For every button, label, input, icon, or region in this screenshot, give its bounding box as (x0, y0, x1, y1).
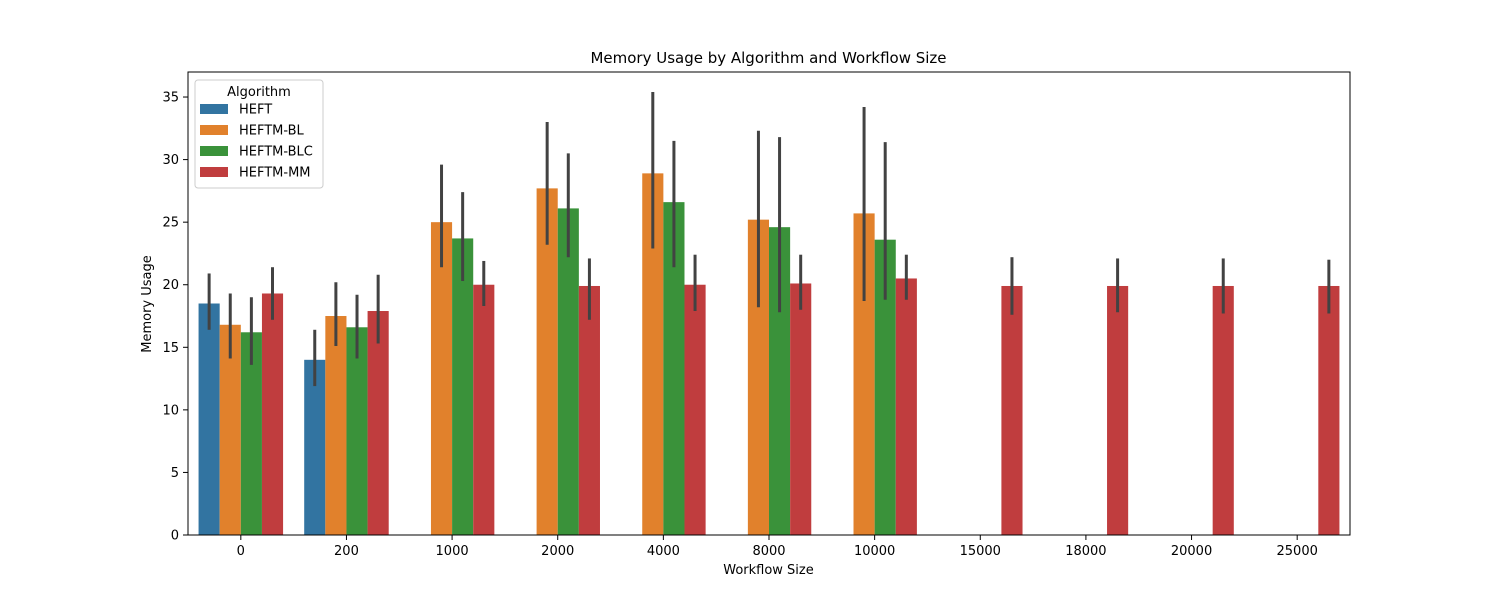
y-tick-label-15: 15 (162, 341, 179, 356)
y-tick-label-20: 20 (162, 278, 179, 293)
y-tick-label-30: 30 (162, 153, 179, 168)
bar-heftm-mm-200 (367, 311, 389, 535)
bar-heftm-mm-4000 (684, 284, 706, 535)
bar-heftm-mm-0 (261, 293, 284, 535)
legend-entries: HEFT HEFTM-BL HEFTM-BLC HEFTM-MM (200, 103, 313, 181)
y-tick-label-25: 25 (162, 216, 179, 231)
x-tick-label-25000: 25000 (1277, 544, 1318, 559)
legend-swatch-heftm-blc (200, 146, 228, 156)
legend-label-heftm-blc: HEFTM-BLC (239, 145, 313, 160)
x-tick-label-4000: 4000 (647, 544, 680, 559)
x-tick-label-1000: 1000 (436, 544, 469, 559)
bar-heftm-bl-10000 (853, 213, 875, 535)
y-tick-label-35: 35 (162, 91, 179, 106)
bar-heftm-blc-200 (346, 327, 368, 535)
bar-heftm-blc-8000 (769, 227, 791, 536)
bar-heftm-bl-200 (325, 316, 347, 535)
plot-area: 0 5 10 15 20 25 30 35 0 200 1000 2000 4000 8000 10000 1… (162, 71, 1351, 559)
bar-heftm-blc-2000 (557, 208, 579, 535)
x-tick-label-2000: 2000 (541, 544, 574, 559)
y-tick-label-10: 10 (162, 403, 179, 418)
bar-heftm-bl-2000 (536, 188, 558, 535)
x-tick-label-18000: 18000 (1065, 544, 1106, 559)
x-tick-label-10000: 10000 (854, 544, 895, 559)
bar-heftm-mm-20000 (1212, 285, 1234, 535)
bar-heftm-mm-1000 (473, 284, 495, 535)
bar-heft-0 (198, 303, 220, 535)
bar-heftm-blc-4000 (663, 202, 685, 535)
bar-heftm-mm-25000 (1318, 285, 1340, 535)
legend: Algorithm HEFT HEFTM-BL HEFTM-BLC HEFTM-MM (194, 79, 324, 189)
bar-heftm-bl-0 (219, 324, 241, 535)
legend-swatch-heft (200, 104, 228, 114)
bar-heftm-mm-15000 (1001, 285, 1023, 535)
legend-label-heftm-bl: HEFTM-BL (239, 124, 305, 139)
bar-heftm-mm-10000 (895, 278, 917, 535)
bar-heftm-blc-10000 (874, 239, 896, 535)
x-tick-label-200: 200 (334, 544, 359, 559)
y-tick-label-0: 0 (171, 529, 179, 544)
legend-label-heftm-mm: HEFTM-MM (239, 166, 311, 181)
bar-heftm-bl-4000 (642, 173, 664, 536)
legend-title: Algorithm (227, 85, 291, 100)
y-tick-label-5: 5 (171, 466, 179, 481)
x-tick-label-8000: 8000 (752, 544, 785, 559)
x-tick-label-15000: 15000 (960, 544, 1001, 559)
bar-heftm-mm-18000 (1107, 285, 1129, 535)
bar-heftm-blc-1000 (452, 238, 474, 535)
chart-title: Memory Usage by Algorithm and Workflow S… (590, 49, 946, 67)
bar-heft-200 (304, 359, 326, 535)
bar-heftm-bl-1000 (430, 222, 453, 535)
x-tick-label-20000: 20000 (1171, 544, 1212, 559)
x-axis-label: Workflow Size (723, 563, 814, 578)
y-axis-label: Memory Usage (140, 255, 155, 353)
legend-swatch-heftm-bl (200, 125, 228, 135)
bar-heftm-mm-8000 (790, 283, 812, 535)
legend-swatch-heftm-mm (200, 167, 228, 177)
bar-heftm-blc-0 (240, 332, 262, 535)
x-tick-label-0: 0 (237, 544, 245, 559)
bar-heftm-bl-8000 (747, 219, 769, 535)
bar-heftm-mm-2000 (578, 285, 600, 535)
legend-label-heft: HEFT (239, 103, 272, 118)
